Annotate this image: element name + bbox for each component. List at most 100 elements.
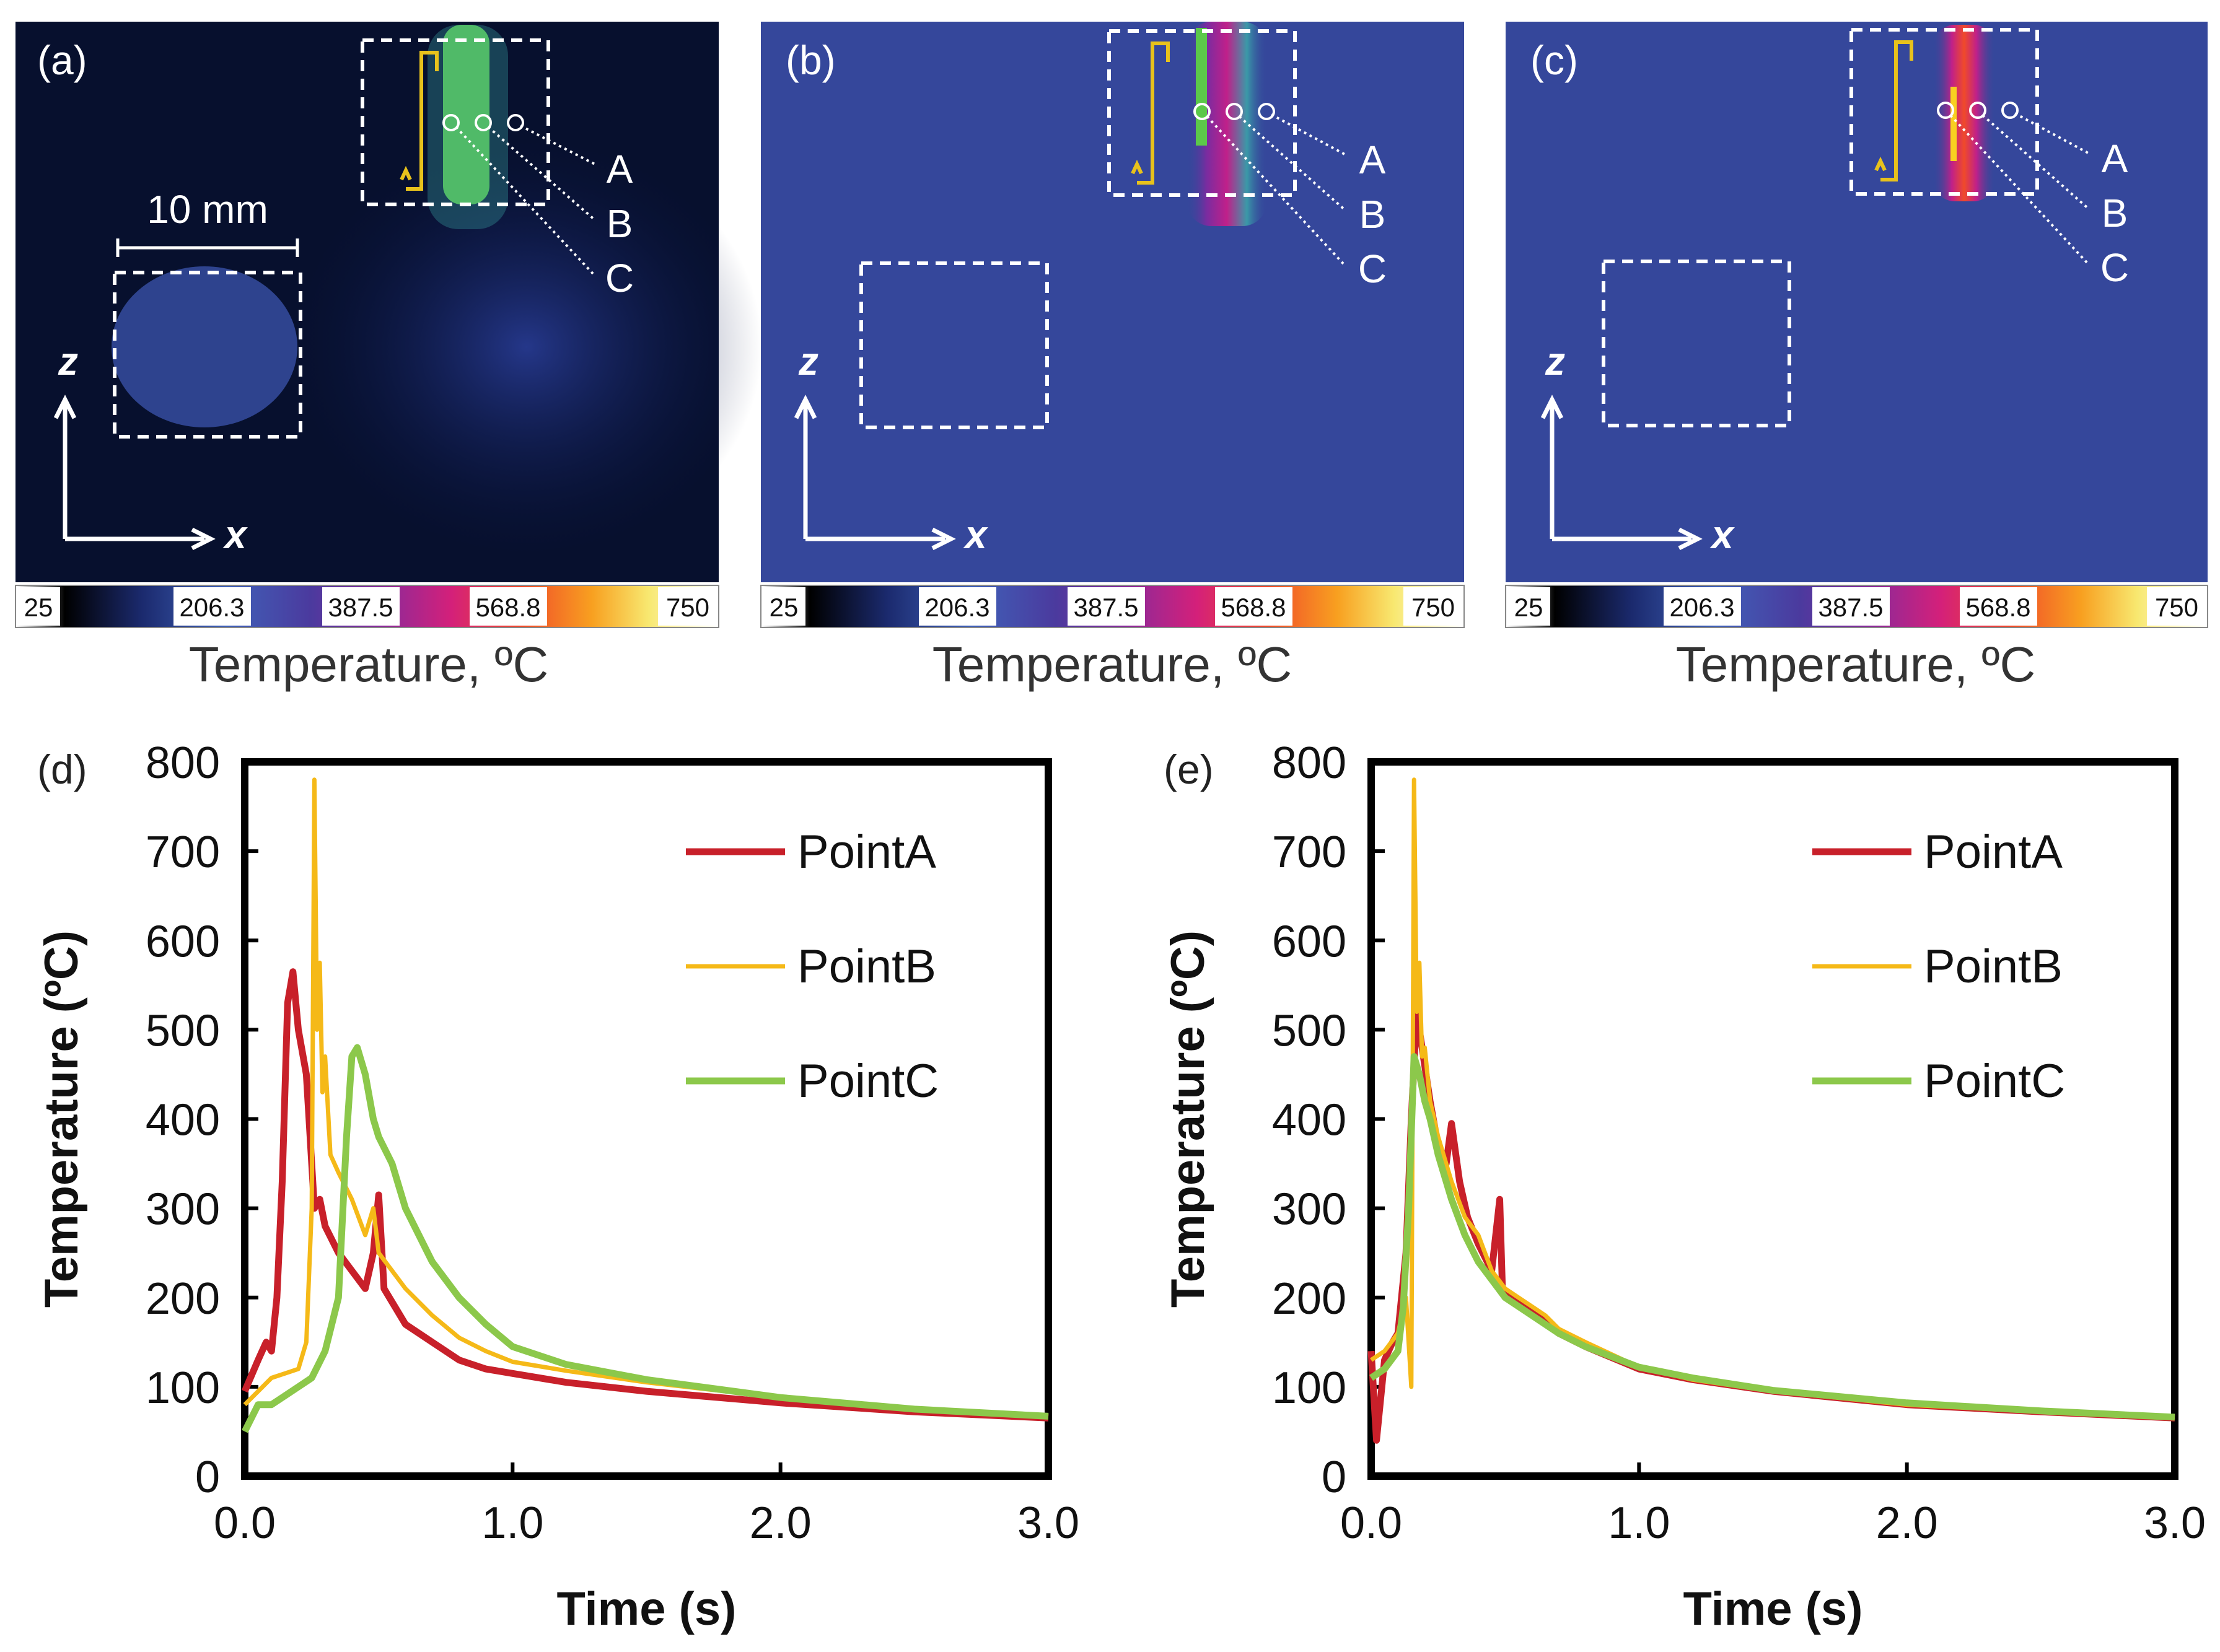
point-b-label-c: B [2102, 191, 2128, 235]
x-axis-title: Time (s) [1683, 1583, 1862, 1635]
scale-bar-label: 10 mm [147, 187, 268, 232]
scan-path-a [406, 51, 439, 191]
axis-z-label-b: z [798, 339, 818, 383]
legend-label: PointC [797, 1055, 939, 1108]
legend-label: PointA [797, 826, 936, 878]
svg-text:568.8: 568.8 [1965, 593, 2030, 622]
y-tick-label: 100 [146, 1363, 220, 1413]
y-tick-label: 700 [1272, 828, 1346, 877]
plot-frame [241, 758, 1052, 1480]
svg-text:387.5: 387.5 [1818, 593, 1883, 622]
y-tick-label: 600 [146, 917, 220, 966]
melt-pool-core-c [1950, 87, 1957, 161]
x-tick-label: 3.0 [1017, 1498, 1079, 1548]
chart-d: (d) 0 100 200 300 400 500 600 700 800 0.0 1.0 2.0 3.0… [35, 738, 1079, 1635]
colorbar-title-a: Temperature, ºC [189, 637, 549, 692]
point-b-label-b: B [1359, 192, 1386, 237]
melt-pool-a [443, 25, 489, 204]
svg-text:568.8: 568.8 [475, 593, 540, 622]
y-tick-label: 200 [146, 1274, 220, 1324]
x-axis-title: Time (s) [556, 1583, 736, 1635]
legend-label: PointB [1924, 940, 2063, 993]
axis-z-label-c: z [1545, 339, 1565, 383]
plot-frame [1367, 758, 2178, 1480]
roi-box-top-a [361, 38, 550, 206]
point-c-label-b: C [1358, 247, 1387, 291]
point-a-label-b: A [1359, 138, 1386, 182]
y-tick-label: 200 [1272, 1274, 1346, 1324]
svg-text:750: 750 [666, 593, 709, 622]
point-c-label-a: C [605, 256, 634, 300]
scan-path-c [1880, 40, 1913, 181]
svg-text:750: 750 [1411, 593, 1455, 622]
svg-text:206.3: 206.3 [1669, 593, 1734, 622]
svg-text:750: 750 [2155, 593, 2198, 622]
y-tick-label: 500 [1272, 1006, 1346, 1055]
y-tick-label: 0 [195, 1453, 220, 1502]
roi-box-top-c [1849, 28, 2039, 196]
legend-label: PointA [1924, 826, 2063, 878]
panel-label: (e) [1164, 746, 1214, 792]
colorbar-ticks-a: 25 206.3 387.5 568.8 750 [17, 587, 717, 626]
y-tick-label: 500 [146, 1006, 220, 1055]
roi-box-bottom-b [859, 261, 1049, 429]
y-tick-label: 800 [146, 738, 220, 788]
thermal-image-c [1506, 22, 2208, 582]
roi-box-bottom-a [113, 271, 302, 439]
panel-b: (b) z x A B C 25 206.3 387.5 568.8 750 T… [760, 22, 1465, 692]
y-tick-label: 400 [1272, 1096, 1346, 1145]
svg-text:387.5: 387.5 [1073, 593, 1138, 622]
colorbar-title-c: Temperature, ºC [1676, 637, 2036, 692]
axis-x-label-b: x [963, 512, 988, 557]
svg-text:25: 25 [24, 593, 53, 622]
y-axis-title: Temperature (ºC) [35, 930, 88, 1308]
x-tick-label: 2.0 [1876, 1498, 1938, 1548]
x-tick-label: 0.0 [214, 1498, 276, 1548]
scan-path-arrow-a [400, 165, 412, 181]
series-line-pointc [1369, 1053, 2175, 1421]
point-b-label-a: B [607, 201, 633, 246]
axes-arrows-a [53, 395, 216, 551]
svg-text:206.3: 206.3 [179, 593, 244, 622]
svg-text:387.5: 387.5 [328, 593, 393, 622]
y-tick-label: 100 [1272, 1363, 1346, 1413]
legend-label: PointC [1924, 1055, 2065, 1108]
scan-path-b [1137, 42, 1170, 185]
axes-arrows-b [794, 395, 956, 551]
y-tick-label: 400 [146, 1096, 220, 1145]
scan-path-arrow-c [1874, 156, 1887, 172]
svg-text:206.3: 206.3 [924, 593, 989, 622]
axis-z-label-a: z [58, 339, 78, 383]
x-tick-label: 0.0 [1340, 1498, 1402, 1548]
panel-label-c: (c) [1530, 37, 1578, 83]
panel-label-b: (b) [786, 37, 836, 83]
x-tick-label: 1.0 [481, 1498, 543, 1548]
panel-label: (d) [37, 746, 87, 792]
panel-label-a: (a) [37, 37, 87, 83]
measure-points-b [1193, 103, 1347, 268]
scan-path-arrow-b [1131, 159, 1143, 175]
colorbar-ticks-b: 25 206.3 387.5 568.8 750 [762, 587, 1463, 626]
x-tick-label: 3.0 [2144, 1498, 2206, 1548]
axis-x-label-c: x [1709, 512, 1735, 557]
point-a-label-c: A [2102, 136, 2128, 181]
roi-box-top-b [1107, 29, 1297, 197]
measure-points-a [442, 114, 596, 277]
y-tick-label: 600 [1272, 917, 1346, 966]
svg-text:568.8: 568.8 [1221, 593, 1286, 622]
colorbar-ticks-c: 25 206.3 387.5 568.8 750 [1507, 587, 2206, 626]
melt-pool-halo-a [428, 25, 508, 229]
heat-glow-a [291, 136, 762, 557]
y-tick-label: 300 [146, 1185, 220, 1235]
x-tick-label: 1.0 [1608, 1498, 1670, 1548]
melt-pool-c [1933, 25, 1995, 201]
melt-pool-core-b [1196, 28, 1207, 146]
y-tick-label: 800 [1272, 738, 1346, 788]
panel-a: 10 mm (a) z x A B C 25 206.3 387.5 568.8… [15, 22, 762, 692]
svg-text:25: 25 [1514, 593, 1543, 622]
y-tick-label: 300 [1272, 1185, 1346, 1235]
y-axis-title: Temperature (ºC) [1162, 930, 1214, 1308]
chart-e: (e) 0 100 200 300 400 500 600 700 800 0.0 1.0 2.0 3.0… [1162, 738, 2206, 1635]
x-tick-label: 2.0 [750, 1498, 812, 1548]
